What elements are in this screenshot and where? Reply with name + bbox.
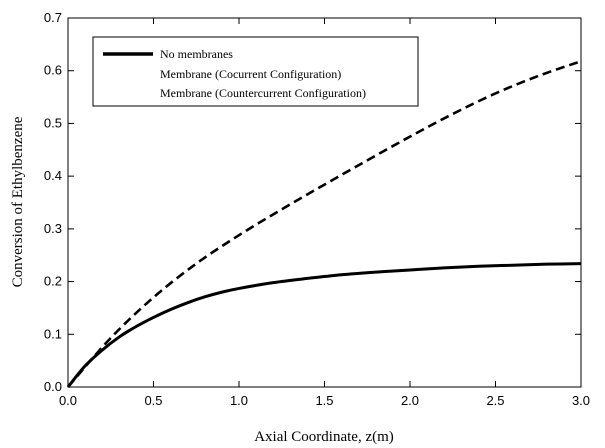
series-line-0: [66, 262, 582, 388]
y-tick-label: 0.7: [44, 10, 62, 25]
x-tick-label: 2.0: [401, 393, 419, 408]
y-axis-title: Conversion of Ethylbenzene: [10, 116, 26, 287]
legend-label-cocurrent: Membrane (Cocurrent Configuration): [160, 67, 341, 81]
legend-label-no-membranes: No membranes: [160, 47, 233, 61]
y-tick-label: 0.4: [44, 168, 62, 183]
x-tick-label: 0.5: [144, 393, 162, 408]
x-tick-label: 2.5: [486, 393, 504, 408]
ticks: 0.0 0.5 1.0 1.5 2.0 2.5 3.0 0.0 0.1 0.2 0.3 0.4 0.5 0…: [44, 10, 590, 408]
x-tick-label: 0.0: [59, 393, 77, 408]
x-tick-label: 1.5: [315, 393, 333, 408]
x-axis-title: Axial Coordinate, z(m): [254, 429, 394, 445]
y-tick-label: 0.6: [44, 63, 62, 78]
y-tick-label: 0.5: [44, 115, 62, 130]
y-tick-label: 0.1: [44, 326, 62, 341]
y-tick-label: 0.3: [44, 221, 62, 236]
legend: No membranes Membrane (Cocurrent Configu…: [92, 36, 419, 107]
series-layer: [66, 60, 582, 388]
y-tick-label: 0.0: [44, 379, 62, 394]
legend-label-countercurrent: Membrane (Countercurrent Configuration): [160, 86, 366, 100]
x-tick-label: 1.0: [230, 393, 248, 408]
legend-box: [92, 36, 419, 107]
x-tick-label: 3.0: [572, 393, 590, 408]
y-tick-label: 0.2: [44, 274, 62, 289]
series-line-1: [67, 60, 582, 388]
